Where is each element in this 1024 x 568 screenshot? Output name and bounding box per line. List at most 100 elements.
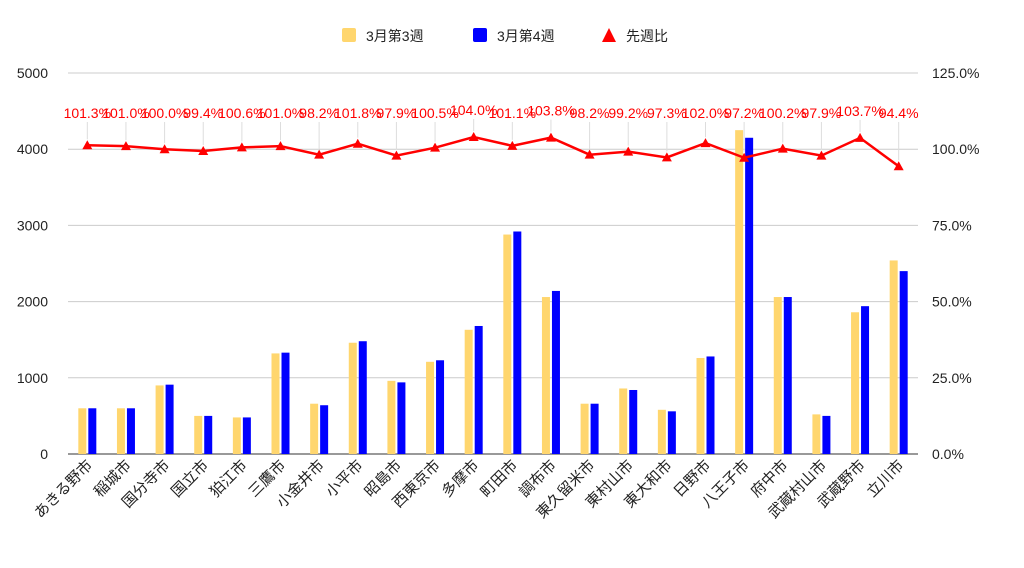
- ratio-point: [739, 152, 750, 162]
- ratio-data-label: 97.3%: [647, 105, 687, 121]
- bar-week4: [126, 408, 135, 454]
- legend-swatch: [342, 28, 356, 42]
- ratio-point: [545, 132, 556, 142]
- bars: [78, 130, 908, 454]
- ratio-point: [236, 142, 247, 152]
- bar-week3: [503, 234, 512, 454]
- ratio-data-label: 101.8%: [334, 105, 381, 121]
- ratio-data-label: 103.8%: [527, 103, 574, 119]
- ratio-line: 101.3%101.0%100.0%99.4%100.6%101.0%98.2%…: [64, 102, 919, 171]
- ratio-point: [314, 149, 325, 159]
- ratio-point: [352, 138, 363, 148]
- bar-week4: [667, 411, 676, 454]
- bar-week3: [580, 403, 589, 454]
- ratio-point: [661, 152, 672, 162]
- bar-week4: [822, 415, 831, 454]
- ratio-point: [855, 132, 866, 142]
- ratio-data-label: 98.2%: [299, 105, 339, 121]
- right-tick-label: 25.0%: [932, 370, 972, 386]
- right-tick-label: 100.0%: [932, 141, 979, 157]
- ratio-point: [468, 132, 479, 142]
- right-tick-label: 125.0%: [932, 65, 979, 81]
- ratio-point: [584, 149, 595, 159]
- bar-week3: [194, 415, 203, 454]
- ratio-data-label: 100.6%: [218, 105, 265, 121]
- right-tick-label: 0.0%: [932, 446, 964, 462]
- bar-week4: [629, 389, 638, 454]
- right-tick-label: 75.0%: [932, 217, 972, 233]
- bar-week4: [474, 325, 483, 454]
- ratio-data-label: 100.2%: [759, 105, 806, 121]
- bar-week4: [320, 405, 329, 454]
- bar-week3: [619, 388, 628, 454]
- ratio-line-path: [87, 135, 900, 168]
- legend-label: 先週比: [626, 28, 668, 44]
- bar-week4: [88, 408, 97, 454]
- ratio-point: [391, 150, 402, 160]
- x-axis-category-labels: あきる野市稲城市国分寺市国立市狛江市三鷹市小金井市小平市昭島市西東京市多摩市町田…: [31, 456, 907, 522]
- right-y-axis-ticks: 0.0% 25.0% 50.0% 75.0% 100.0% 125.0%: [932, 65, 979, 462]
- bar-week3: [155, 385, 164, 454]
- bar-week4: [358, 341, 367, 454]
- category-label: 国立市: [168, 457, 212, 501]
- ratio-data-label: 99.2%: [608, 105, 648, 121]
- ratio-point: [700, 138, 711, 148]
- ratio-data-label: 99.4%: [183, 105, 223, 121]
- ratio-point: [159, 144, 170, 154]
- bar-week3: [310, 403, 319, 454]
- bar-week3: [271, 353, 280, 454]
- ratio-point: [816, 150, 827, 160]
- bar-week4: [513, 231, 522, 454]
- legend-marker: [602, 28, 616, 42]
- bar-week4: [397, 382, 406, 454]
- ratio-point: [777, 143, 788, 153]
- ratio-data-label: 101.3%: [64, 105, 111, 121]
- bar-week3: [889, 260, 898, 454]
- bar-week4: [745, 137, 754, 454]
- ratio-data-label: 98.2%: [570, 105, 610, 121]
- left-tick-label: 0: [40, 446, 48, 462]
- category-label: 町田市: [477, 457, 521, 501]
- ratio-data-label: 104.0%: [450, 102, 497, 118]
- bar-week3: [464, 329, 473, 454]
- bar-week4: [706, 356, 715, 454]
- legend-swatch: [473, 28, 487, 42]
- bar-week3: [696, 357, 705, 454]
- bar-week4: [436, 360, 445, 454]
- bar-week3: [773, 297, 782, 454]
- bar-week3: [657, 409, 666, 454]
- ratio-point: [623, 146, 634, 156]
- category-label: 小平市: [323, 457, 367, 501]
- left-tick-label: 3000: [17, 217, 48, 233]
- category-label: 狛江市: [207, 457, 251, 501]
- bar-week3: [426, 361, 435, 454]
- bar-week3: [851, 312, 860, 454]
- bar-week3: [735, 130, 744, 454]
- category-label: あきる野市: [31, 457, 96, 522]
- ratio-point: [507, 140, 518, 150]
- bar-week4: [783, 297, 792, 454]
- ratio-data-label: 100.5%: [411, 105, 458, 121]
- ratio-data-label: 97.2%: [724, 105, 764, 121]
- ratio-data-label: 101.0%: [102, 105, 149, 121]
- legend: 3月第3週 3月第4週 先週比: [342, 28, 668, 44]
- ratio-data-label: 97.9%: [377, 105, 417, 121]
- legend-label: 3月第4週: [497, 28, 555, 44]
- ratio-data-label: 94.4%: [879, 105, 919, 121]
- category-label: 立川市: [864, 457, 908, 501]
- ratio-point: [430, 142, 441, 152]
- bar-week4: [551, 290, 560, 454]
- bar-week3: [387, 380, 396, 454]
- left-tick-label: 4000: [17, 141, 48, 157]
- bar-week3: [78, 408, 87, 454]
- left-y-axis-ticks: 0 1000 2000 3000 4000 5000: [17, 65, 48, 462]
- category-label: 多摩市: [438, 456, 483, 501]
- ratio-point: [82, 140, 93, 150]
- bar-week3: [541, 297, 550, 454]
- bar-week4: [861, 306, 870, 454]
- bar-week4: [899, 271, 908, 454]
- bar-week3: [116, 408, 125, 454]
- ratio-data-label: 100.0%: [141, 105, 188, 121]
- left-tick-label: 5000: [17, 65, 48, 81]
